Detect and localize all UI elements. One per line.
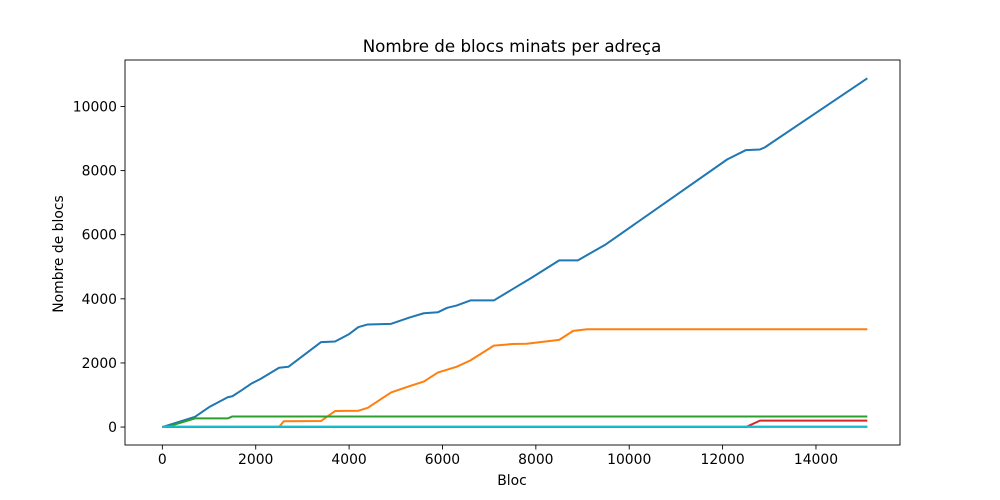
chart-title: Nombre de blocs minats per adreça [363, 36, 662, 56]
x-tick-label: 8000 [518, 452, 553, 468]
y-tick-label: 8000 [82, 164, 117, 180]
y-axis: 0 2000 4000 6000 8000 10000 [73, 99, 125, 436]
x-tick-label: 2000 [238, 452, 273, 468]
y-tick-label: 10000 [73, 99, 117, 115]
series-line-2 [162, 328, 868, 429]
plot-area-frame [124, 59, 901, 446]
x-tick-label: 12000 [700, 452, 744, 468]
x-tick-label: 10000 [607, 452, 651, 468]
x-tick-label: 14000 [794, 452, 838, 468]
y-axis-label: Nombre de blocs [51, 195, 67, 312]
y-tick-label: 2000 [82, 356, 117, 372]
y-tick-label: 6000 [82, 228, 117, 244]
y-tick-label: 4000 [82, 292, 117, 308]
series-layer [162, 77, 868, 429]
x-tick-label: 6000 [425, 452, 460, 468]
x-tick-label: 4000 [331, 452, 366, 468]
y-tick-label: 0 [108, 420, 117, 436]
x-axis: 0 2000 4000 6000 8000 10000 12000 14000 [158, 445, 838, 468]
series-line-3 [162, 415, 868, 429]
x-axis-label: Bloc [497, 473, 527, 489]
series-line-1 [162, 77, 868, 429]
x-tick-label: 0 [158, 452, 167, 468]
